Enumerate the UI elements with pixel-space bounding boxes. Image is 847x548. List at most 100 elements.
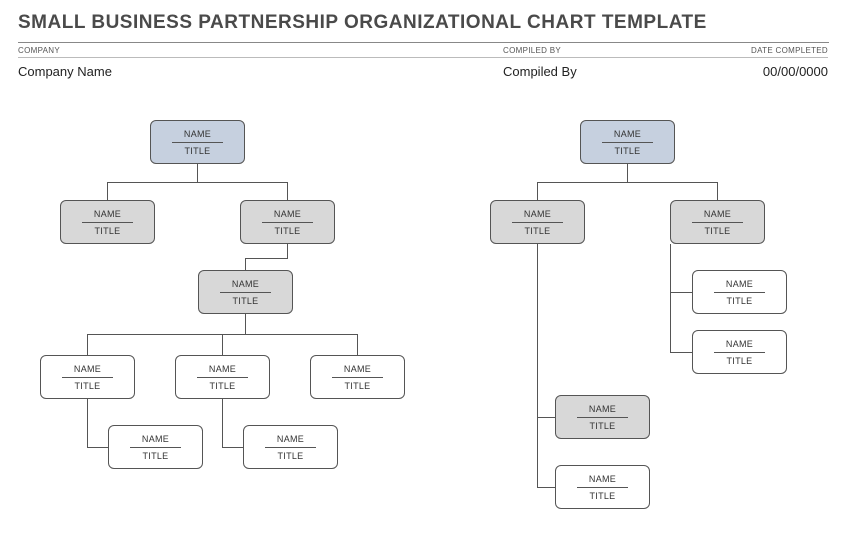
org-node: NAME TITLE: [310, 355, 405, 399]
org-node: NAME TITLE: [555, 395, 650, 439]
org-node-name: NAME: [184, 127, 211, 140]
org-node-title: TITLE: [589, 420, 615, 433]
org-node: NAME TITLE: [490, 200, 585, 244]
org-edge: [107, 182, 288, 183]
org-node-divider: [577, 417, 628, 418]
org-edge: [222, 399, 223, 447]
org-node-divider: [714, 352, 765, 353]
org-node-title: TITLE: [142, 450, 168, 463]
org-node-title: TITLE: [274, 225, 300, 238]
org-node-name: NAME: [209, 362, 236, 375]
org-node: NAME TITLE: [60, 200, 155, 244]
org-node: NAME TITLE: [580, 120, 675, 164]
org-edge: [627, 164, 628, 182]
org-node-title: TITLE: [94, 225, 120, 238]
org-edge: [670, 352, 692, 353]
org-node-name: NAME: [274, 207, 301, 220]
org-node-title: TITLE: [589, 490, 615, 503]
org-node: NAME TITLE: [175, 355, 270, 399]
header-company-value: Company Name: [18, 58, 503, 83]
org-node-divider: [512, 222, 563, 223]
org-node-title: TITLE: [344, 380, 370, 393]
org-node-name: NAME: [94, 207, 121, 220]
org-node: NAME TITLE: [555, 465, 650, 509]
org-edge: [222, 447, 243, 448]
org-edge: [245, 258, 246, 270]
org-node-title: TITLE: [704, 225, 730, 238]
org-node-divider: [714, 292, 765, 293]
org-node-title: TITLE: [524, 225, 550, 238]
org-node-title: TITLE: [726, 295, 752, 308]
org-edge: [197, 164, 198, 182]
org-node-divider: [602, 142, 653, 143]
org-node: NAME TITLE: [692, 270, 787, 314]
header-compiled-label: COMPILED BY: [503, 43, 718, 58]
org-node-divider: [262, 222, 313, 223]
header-company-label: COMPANY: [18, 43, 503, 58]
org-node-name: NAME: [589, 402, 616, 415]
org-node: NAME TITLE: [240, 200, 335, 244]
org-node-title: TITLE: [232, 295, 258, 308]
org-node-name: NAME: [344, 362, 371, 375]
org-node-divider: [172, 142, 223, 143]
org-node-divider: [577, 487, 628, 488]
header-compiled-value: Compiled By: [503, 58, 718, 83]
org-edge: [537, 182, 538, 200]
org-edge: [537, 244, 538, 487]
header-row: COMPANY Company Name COMPILED BY Compile…: [18, 42, 829, 83]
org-node: NAME TITLE: [40, 355, 135, 399]
org-node: NAME TITLE: [243, 425, 338, 469]
org-edge: [87, 399, 88, 447]
org-node-divider: [197, 377, 248, 378]
org-edge: [287, 244, 288, 258]
org-node-divider: [692, 222, 743, 223]
org-edge: [357, 334, 358, 355]
org-edge: [537, 182, 718, 183]
org-node-name: NAME: [726, 277, 753, 290]
org-node-name: NAME: [589, 472, 616, 485]
org-node-divider: [130, 447, 181, 448]
org-node-divider: [220, 292, 271, 293]
org-edge: [537, 417, 555, 418]
org-node-divider: [265, 447, 316, 448]
org-node-divider: [62, 377, 113, 378]
org-node: NAME TITLE: [670, 200, 765, 244]
org-node-divider: [332, 377, 383, 378]
org-node-name: NAME: [142, 432, 169, 445]
org-node: NAME TITLE: [150, 120, 245, 164]
org-edge: [245, 258, 288, 259]
org-edge: [222, 334, 223, 355]
org-node-name: NAME: [704, 207, 731, 220]
org-edge: [87, 334, 88, 355]
org-node-title: TITLE: [277, 450, 303, 463]
org-node-title: TITLE: [209, 380, 235, 393]
org-node: NAME TITLE: [108, 425, 203, 469]
header-date-value: 00/00/0000: [718, 58, 828, 83]
org-node-name: NAME: [277, 432, 304, 445]
org-edge: [537, 487, 555, 488]
org-chart: NAMETITLENAMETITLENAMETITLENAMETITLENAME…: [0, 95, 847, 548]
org-node-name: NAME: [74, 362, 101, 375]
org-node: NAME TITLE: [692, 330, 787, 374]
header-compiled: COMPILED BY Compiled By: [503, 43, 718, 83]
org-node-name: NAME: [232, 277, 259, 290]
org-edge: [287, 182, 288, 200]
org-edge: [670, 292, 692, 293]
org-node-title: TITLE: [726, 355, 752, 368]
header-date-label: DATE COMPLETED: [718, 43, 828, 58]
org-edge: [87, 447, 108, 448]
org-edge: [670, 244, 671, 352]
org-node-title: TITLE: [614, 145, 640, 158]
org-node-title: TITLE: [74, 380, 100, 393]
org-edge: [245, 314, 246, 334]
header-company: COMPANY Company Name: [18, 43, 503, 83]
org-node-name: NAME: [524, 207, 551, 220]
org-node-name: NAME: [614, 127, 641, 140]
header-date: DATE COMPLETED 00/00/0000: [718, 43, 828, 83]
org-node-name: NAME: [726, 337, 753, 350]
org-node-title: TITLE: [184, 145, 210, 158]
org-edge: [107, 182, 108, 200]
org-edge: [717, 182, 718, 200]
page-title: SMALL BUSINESS PARTNERSHIP ORGANIZATIONA…: [0, 0, 847, 42]
org-node-divider: [82, 222, 133, 223]
